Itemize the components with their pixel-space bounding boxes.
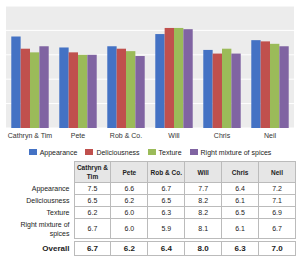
chart: Cathryn & TimPeteRob & Co.WillChrisNeil … [0,0,300,256]
legend-label: Right mixture of spices [201,149,272,156]
table-cell: 6.6 [111,183,148,195]
bar [213,54,222,128]
bar [222,49,231,128]
table-cell: 6.7 [259,219,296,239]
bar [107,46,116,128]
bar [69,52,78,128]
bar [174,28,183,128]
table-cell: 7.5 [74,183,111,195]
legend-label: Texture [159,149,182,156]
bar [39,46,48,128]
x-tick-label: Will [168,132,180,139]
bar [135,56,144,128]
bar [251,40,260,128]
x-tick-label: Cathryn & Tim [8,132,53,140]
table-cell: 6.5 [148,195,185,207]
bar [117,49,126,128]
table-cell: 7.2 [259,183,296,195]
bar [165,28,174,128]
bar [30,52,39,128]
grid-line [6,79,294,80]
table-cell: 6.4 [222,183,259,195]
table-cell: 8.2 [185,207,222,219]
bar [261,41,270,128]
table-cell: 6.3 [148,207,185,219]
grid-line [6,30,294,31]
table-cell: 6.7 [74,242,111,256]
table-cell: 6.2 [74,207,111,219]
table-header: Will [185,162,222,183]
table-header: Neil [259,162,296,183]
bar [78,55,87,128]
row-label: Texture [4,207,74,219]
legend-item: Deliciousness [85,149,139,156]
bar [11,37,20,129]
grid-line [6,103,294,104]
bar [203,50,212,128]
table-cell: 7.7 [185,183,222,195]
table-header: Cathryn & Tim [74,162,111,183]
x-tick-label: Rob & Co. [110,132,142,139]
grid-line [6,54,294,55]
table-cell: 8.0 [185,242,222,256]
table-cell: 8.2 [185,195,222,207]
legend-swatch [148,149,156,155]
row-label: Right mixture of spices [4,219,74,239]
legend-label: Deliciousness [96,149,139,156]
bar [21,49,30,128]
table-cell: 6.0 [111,207,148,219]
bar [231,54,240,128]
score-table: Cathryn & TimPeteRob & Co.WillChrisNeil A… [4,161,296,256]
table-cell: 6.1 [222,219,259,239]
bar [270,44,279,128]
table-cell: 6.3 [222,242,259,256]
bar-chart: Cathryn & Tim Pete Rob & Co. Will Chris Neil [4,3,296,141]
table-header: Rob & Co. [148,162,185,183]
legend-label: Appearance [40,149,78,156]
grid-line [6,6,294,7]
x-tick-label: Neil [264,132,277,139]
table-cell: 6.5 [74,195,111,207]
table-cell: 6.7 [148,183,185,195]
table-cell: 5.9 [148,219,185,239]
bar [87,55,96,128]
plot-area [6,6,294,128]
table-cell: 6.4 [148,242,185,256]
bars [11,28,288,128]
row-label: Appearance [4,183,74,195]
table-cell: 6.2 [111,242,148,256]
table-cell: 6.7 [74,219,111,239]
table-cell: 7.1 [259,195,296,207]
table-header: Chris [222,162,259,183]
bar [155,34,164,128]
legend-item: Texture [148,149,182,156]
legend-swatch [29,149,37,155]
table-cell: 6.2 [111,195,148,207]
table-header: Pete [111,162,148,183]
table-cell: 6.1 [222,195,259,207]
bar [126,51,135,128]
table-cell: 8.1 [185,219,222,239]
table-cell: 6.0 [111,219,148,239]
grid-line [6,128,294,129]
row-label: Overall [4,242,74,256]
table-cell: 7.0 [259,242,296,256]
legend-swatch [85,149,93,155]
x-tick-label: Pete [71,132,86,139]
bar [59,47,68,128]
table-cell: 6.9 [259,207,296,219]
table-cell: 6.5 [222,207,259,219]
bar [183,29,192,128]
legend-item: Appearance [29,149,78,156]
row-label: Deliciousness [4,195,74,207]
x-tick-label: Chris [214,132,231,139]
bar [279,46,288,128]
legend-item: Right mixture of spices [190,149,272,156]
legend-swatch [190,149,198,155]
legend: Appearance Deliciousness Texture Right mixt… [4,145,296,159]
